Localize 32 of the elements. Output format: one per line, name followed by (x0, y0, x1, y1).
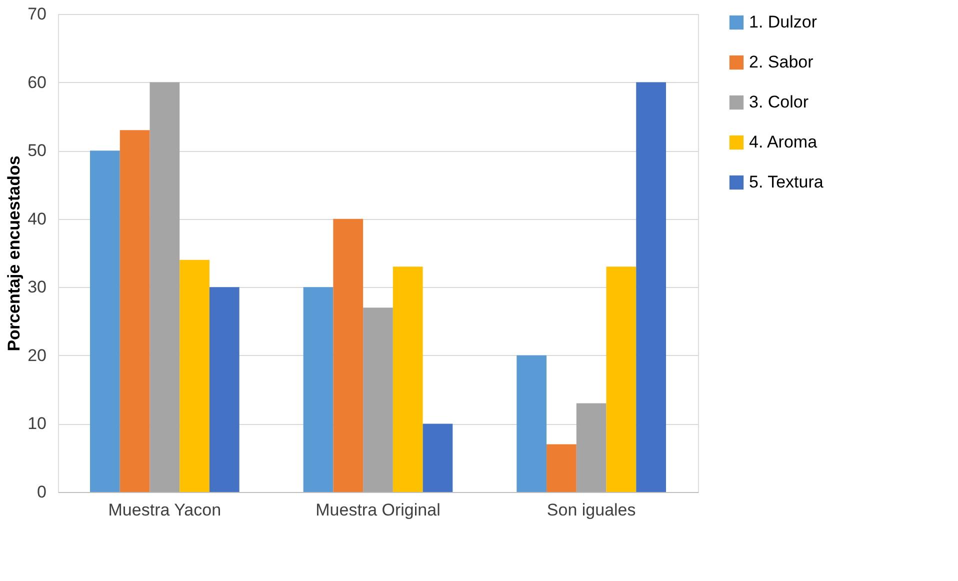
bar (422, 424, 453, 492)
bar (150, 82, 180, 492)
bar (333, 218, 364, 492)
bar (576, 403, 606, 492)
bar (120, 130, 150, 492)
y-tick-label: 70 (28, 4, 46, 24)
bar (303, 287, 334, 492)
y-tick-label: 0 (37, 482, 46, 502)
y-tick-label: 40 (28, 209, 46, 228)
y-tick-label: 50 (28, 141, 46, 160)
bar (636, 82, 666, 492)
y-tick-label: 20 (28, 346, 46, 365)
y-axis-title: Porcentaje encuestados (4, 156, 24, 352)
bar (516, 355, 547, 492)
x-tick-label: Muestra Original (316, 500, 440, 520)
legend-label: 5. Textura (749, 172, 824, 192)
legend-label: 3. Color (749, 92, 809, 112)
legend-label: 2. Sabor (749, 52, 814, 72)
y-tick-label: 60 (28, 72, 46, 92)
legend-label: 4. Aroma (749, 132, 818, 152)
legend-label: 1. Dulzor (749, 12, 818, 32)
bar (606, 266, 636, 492)
bar (90, 150, 120, 492)
bar (209, 287, 240, 492)
bar (392, 266, 423, 492)
x-tick-label: Muestra Yacon (108, 500, 222, 520)
bar (546, 444, 576, 492)
y-tick-label: 30 (28, 278, 46, 297)
y-tick-label: 10 (28, 414, 46, 434)
bar (180, 260, 210, 492)
x-tick-label: Son iguales (546, 500, 636, 520)
bar (363, 308, 393, 492)
